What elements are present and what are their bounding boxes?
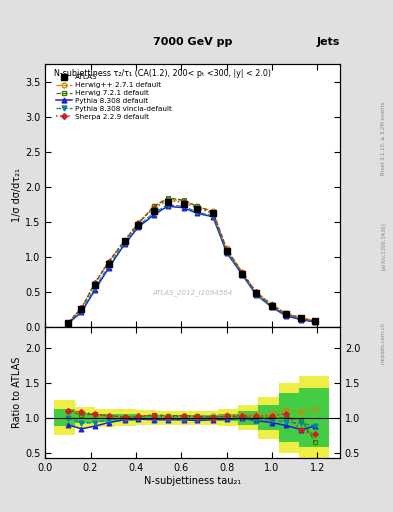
Text: Rivet 3.1.10, ≥ 3.2M events: Rivet 3.1.10, ≥ 3.2M events bbox=[381, 101, 386, 175]
Text: N-subjettiness τ₂/τ₁ (CA(1.2), 200< pₜ <300, |y| < 2.0): N-subjettiness τ₂/τ₁ (CA(1.2), 200< pₜ <… bbox=[54, 69, 271, 78]
X-axis label: N-subjettiness tau₂₁: N-subjettiness tau₂₁ bbox=[144, 476, 241, 486]
Text: Jets: Jets bbox=[317, 37, 340, 47]
Y-axis label: Ratio to ATLAS: Ratio to ATLAS bbox=[12, 357, 22, 428]
Text: mcplots.cern.ch: mcplots.cern.ch bbox=[381, 322, 386, 364]
Text: 7000 GeV pp: 7000 GeV pp bbox=[153, 37, 232, 47]
Text: ATLAS_2012_I1094564: ATLAS_2012_I1094564 bbox=[152, 289, 233, 296]
Y-axis label: 1/σ dσ/dτ₂₁: 1/σ dσ/dτ₂₁ bbox=[12, 168, 22, 222]
Legend: ATLAS, Herwig++ 2.7.1 default, Herwig 7.2.1 default, Pythia 8.308 default, Pythi: ATLAS, Herwig++ 2.7.1 default, Herwig 7.… bbox=[55, 73, 173, 121]
Text: [arXiv:1306.3436]: [arXiv:1306.3436] bbox=[381, 222, 386, 270]
